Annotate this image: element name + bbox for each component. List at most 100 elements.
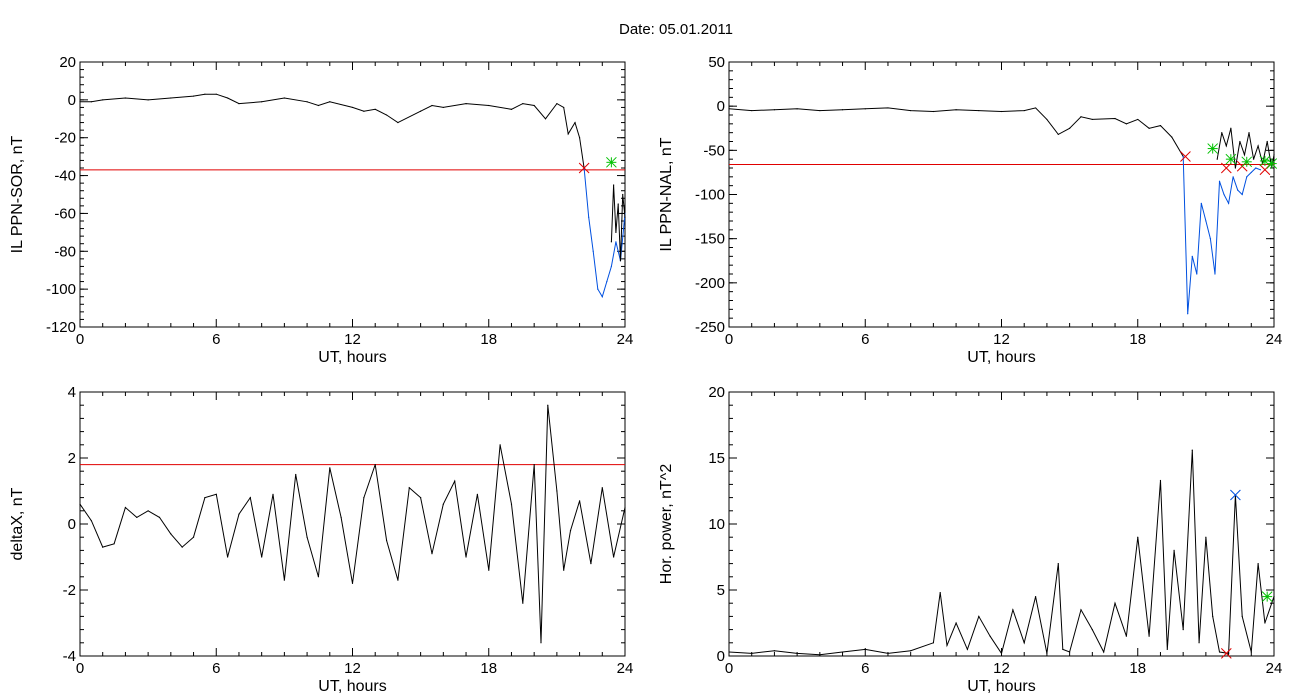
data-point [932, 110, 934, 113]
data-point [610, 265, 612, 268]
series-line [728, 107, 1184, 157]
marker-red-cross [1180, 151, 1191, 162]
marker-green-star [1261, 591, 1273, 602]
data-point [567, 133, 569, 135]
y-axis-label: deltaX, nT [9, 487, 26, 560]
x-tick-label: 12 [993, 660, 1010, 677]
marker-green-star [1241, 156, 1253, 168]
data-point [1205, 220, 1207, 222]
series-line [79, 405, 626, 643]
data-point [1196, 273, 1198, 275]
data-point [1225, 145, 1227, 147]
data-point [1069, 127, 1071, 129]
data-point [1257, 145, 1259, 147]
series-line [728, 450, 1275, 656]
y-tick-label: -250 [695, 319, 725, 336]
data-point [978, 109, 980, 112]
data-point [1182, 155, 1184, 158]
y-axis-label: IL PPN-NAL, nT [658, 137, 675, 251]
data-point [578, 137, 581, 139]
data-point [147, 99, 149, 101]
data-point [283, 97, 285, 99]
data-point [1248, 132, 1250, 134]
y-tick-label: 20 [59, 54, 76, 71]
data-point [1216, 158, 1218, 160]
data-point [556, 103, 558, 105]
data-point [574, 121, 576, 124]
x-axis-label: UT, hours [967, 349, 1035, 366]
data-point [1171, 136, 1173, 138]
x-tick-label: 0 [76, 660, 84, 677]
data-point [613, 184, 615, 186]
data-point [90, 101, 92, 103]
data-point [613, 556, 615, 558]
data-point [590, 563, 592, 565]
data-point [215, 493, 217, 495]
data-point [351, 582, 354, 585]
data-point [1046, 652, 1048, 654]
data-point [295, 473, 297, 476]
x-tick-label: 24 [1266, 331, 1283, 348]
data-point [864, 648, 866, 651]
data-point [563, 106, 565, 109]
data-point [124, 97, 127, 99]
data-point [617, 203, 619, 205]
x-axis-label: UT, hours [318, 349, 386, 366]
data-point [397, 121, 399, 124]
x-axis-label: UT, hours [318, 678, 386, 695]
data-point [124, 506, 127, 509]
data-point [442, 503, 444, 505]
data-point [408, 487, 410, 489]
data-point [329, 467, 331, 469]
data-point [588, 216, 590, 218]
data-point [1159, 479, 1162, 482]
data-point [488, 104, 490, 107]
data-point [1259, 169, 1261, 171]
data-point [1166, 648, 1168, 651]
marker-green-star [1266, 158, 1278, 169]
data-point [1239, 140, 1241, 143]
y-tick-label: -40 [54, 168, 76, 185]
data-point [283, 579, 285, 581]
data-point [533, 464, 535, 466]
y-tick-label: 20 [708, 384, 725, 401]
x-tick-label: 6 [212, 660, 220, 677]
data-point [385, 539, 388, 542]
data-point [1091, 629, 1093, 631]
data-point [431, 553, 433, 555]
y-tick-label: 0 [717, 98, 725, 115]
data-point [158, 516, 161, 519]
data-point [728, 108, 730, 110]
x-tick-label: 18 [1129, 331, 1146, 348]
data-point [272, 493, 274, 495]
data-point [1057, 563, 1059, 565]
data-point [1000, 652, 1003, 654]
data-point [1264, 622, 1266, 624]
data-point [147, 510, 149, 512]
data-point [1137, 536, 1139, 538]
x-tick-label: 18 [480, 660, 497, 677]
data-point [1023, 109, 1025, 112]
data-point [1205, 536, 1207, 538]
data-point [601, 296, 603, 298]
x-tick-label: 18 [1129, 660, 1146, 677]
data-point [841, 109, 844, 111]
data-point [510, 503, 513, 505]
data-point [522, 602, 524, 604]
data-point [547, 404, 549, 406]
data-point [615, 231, 617, 233]
data-point [610, 241, 612, 243]
data-point [1148, 127, 1150, 129]
data-point [499, 444, 501, 446]
data-point [1257, 563, 1259, 565]
x-tick-label: 12 [344, 660, 361, 677]
y-tick-label: 0 [717, 648, 725, 665]
data-point [1246, 176, 1248, 178]
y-tick-label: -80 [54, 243, 76, 260]
data-point [819, 654, 821, 656]
x-tick-label: 24 [1266, 660, 1283, 677]
x-tick-label: 24 [617, 660, 634, 677]
data-point [978, 615, 980, 618]
data-point [966, 648, 969, 651]
